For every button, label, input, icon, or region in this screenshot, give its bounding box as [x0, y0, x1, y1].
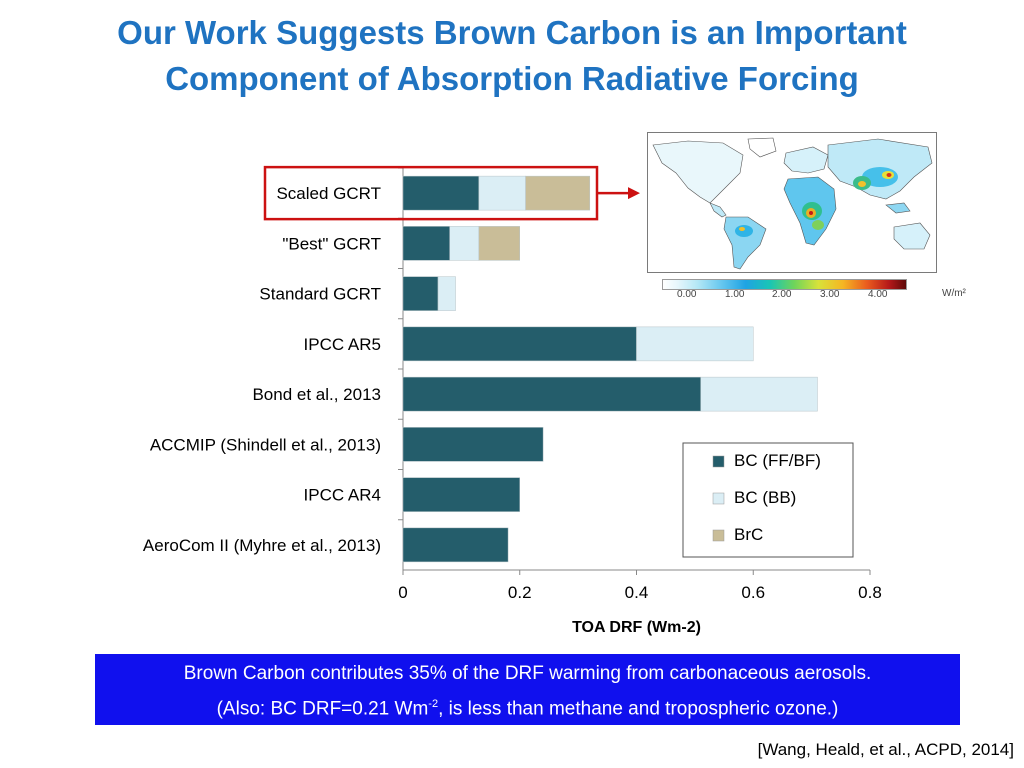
conclusion-line-2: (Also: BC DRF=0.21 Wm-2, is less than me… [95, 689, 960, 724]
x-tick-label: 0.4 [625, 583, 649, 602]
bar-segment [402, 175, 480, 211]
colorbar-tick: 2.00 [772, 289, 792, 300]
legend-box [682, 442, 854, 558]
x-tick-label: 0.6 [741, 583, 765, 602]
title-line-1: Our Work Suggests Brown Carbon is an Imp… [117, 14, 907, 51]
legend-label: BC (FF/BF) [734, 451, 821, 470]
highlight-arrow-icon [628, 187, 640, 200]
category-label: "Best" GCRT [282, 234, 381, 253]
legend-swatch [712, 529, 725, 542]
category-label: AeroCom II (Myhre et al., 2013) [143, 536, 381, 555]
bar-segment [402, 527, 509, 563]
bar-segment [478, 226, 521, 261]
legend-swatch [712, 492, 725, 505]
bar-segment [636, 326, 754, 362]
category-label: Bond et al., 2013 [252, 385, 381, 404]
conclusion-post: , is less than methane and tropospheric … [438, 698, 839, 720]
bar-segment [437, 276, 456, 311]
bar-segment [525, 175, 591, 211]
colorbar-tick: 4.00 [868, 289, 888, 300]
category-label: ACCMIP (Shindell et al., 2013) [150, 435, 381, 454]
category-label: Standard GCRT [259, 285, 381, 304]
colorbar-tick: 1.00 [725, 289, 745, 300]
x-axis-title: TOA DRF (Wm-2) [572, 619, 701, 636]
x-tick-label: 0.8 [858, 583, 882, 602]
brc-forcing-world-map [647, 132, 937, 273]
bar-segment [402, 226, 450, 261]
conclusion-superscript: -2 [428, 698, 439, 710]
title-line-2: Component of Absorption Radiative Forcin… [165, 60, 859, 97]
drf-bar-chart: 0 0.2 0.4 0.6 0.8 TOA DRF (Wm-2) Scaled GCRT "B… [143, 165, 882, 636]
colorbar-tick: 3.00 [820, 289, 840, 300]
x-tick-label: 0.2 [508, 583, 532, 602]
conclusion-pre: (Also: BC DRF=0.21 Wm [216, 698, 429, 720]
bar-segment [402, 477, 520, 512]
x-tick-label: 0 [398, 583, 407, 602]
colorbar-tick: 0.00 [677, 289, 697, 300]
bar-segment [402, 326, 637, 362]
category-label: IPCC AR4 [304, 486, 381, 505]
legend-swatch [712, 455, 725, 468]
category-label: IPCC AR5 [304, 335, 381, 354]
colorbar-unit: W/m² [942, 288, 966, 299]
bar-segment [402, 276, 439, 311]
map-colorbar [662, 279, 907, 290]
legend-label: BrC [734, 525, 763, 544]
bar-segment [402, 427, 544, 462]
bar-segment [700, 376, 818, 412]
world-map-icon [648, 133, 936, 272]
conclusion-box: Brown Carbon contributes 35% of the DRF … [95, 654, 960, 725]
bar-segment [478, 175, 526, 211]
bar-segment [449, 226, 480, 261]
bar-segment [402, 376, 701, 412]
category-label: Scaled GCRT [276, 184, 381, 203]
slide-title: Our Work Suggests Brown Carbon is an Imp… [0, 10, 1024, 102]
conclusion-line-1: Brown Carbon contributes 35% of the DRF … [183, 663, 872, 684]
citation: [Wang, Heald, et al., ACPD, 2014] [757, 740, 1014, 759]
legend-label: BC (BB) [734, 488, 796, 507]
